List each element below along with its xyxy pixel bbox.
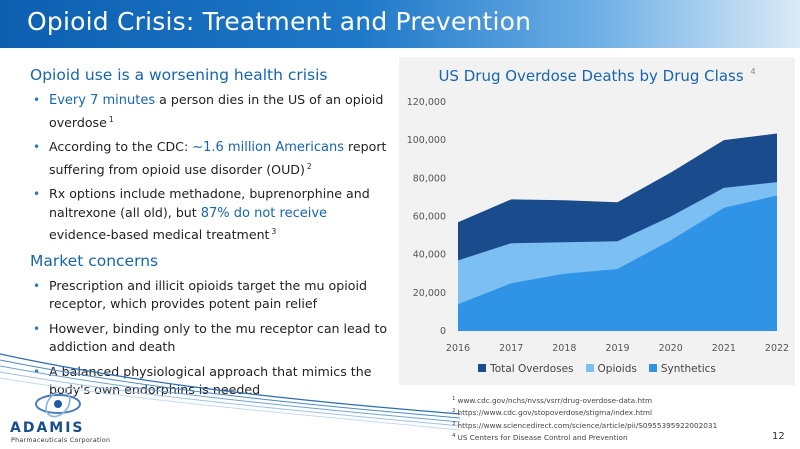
bullet-item: • Every 7 minutes a person dies in the US… — [30, 91, 392, 132]
x-tick-label: 2020 — [659, 343, 683, 354]
y-tick-label: 120,000 — [407, 97, 446, 108]
reference-item: 1 www.cdc.gov/nchs/nvss/vsrr/drug-overdos… — [452, 394, 717, 406]
legend-label: Synthetics — [660, 363, 716, 375]
bullet-text: According to the CDC: — [49, 139, 193, 154]
y-tick-label: 40,000 — [413, 250, 446, 261]
bullet-icon: • — [33, 93, 41, 107]
reference-number: 4 — [452, 432, 456, 439]
highlight-text: Every 7 minutes — [49, 93, 156, 108]
bullet-text: report suffering from opioid use disorde… — [49, 139, 387, 177]
reference-number: 3 — [452, 420, 456, 427]
reference-item: 4 US Centers for Disease Control and Prev… — [452, 431, 717, 443]
chart-panel: US Drug Overdose Deaths by Drug Class 4 … — [399, 57, 795, 385]
bullet-item: • According to the CDC: ~1.6 million Amer… — [30, 138, 392, 179]
y-tick-label: 60,000 — [413, 212, 446, 223]
bullet-icon: • — [33, 278, 41, 293]
x-tick-label: 2022 — [765, 343, 789, 354]
bullet-icon: • — [33, 187, 41, 201]
bullet-icon: • — [33, 140, 41, 154]
legend-item: Synthetics — [648, 363, 716, 375]
bullet-text: A balanced physiological approach that m… — [49, 363, 372, 398]
x-tick-label: 2019 — [605, 343, 629, 354]
chart-legend: Total Overdoses Opioids Synthetics — [399, 363, 795, 375]
bullet-list-market: • Prescription and illicit opioids target… — [30, 277, 392, 400]
chart-title-ref: 4 — [750, 67, 756, 76]
y-tick-label: 100,000 — [407, 135, 446, 146]
legend-label: Opioids — [597, 363, 637, 375]
x-tick-label: 2016 — [446, 343, 470, 354]
legend-item: Total Overdoses — [478, 363, 574, 375]
logo-wordmark: ADAMIS — [10, 420, 85, 436]
bullet-text: Rx options include methadone, buprenorph… — [49, 186, 370, 220]
legend-swatch — [585, 364, 594, 372]
footnote-ref: 2 — [306, 161, 312, 171]
chart-title-text: US Drug Overdose Deaths by Drug Class — [438, 67, 744, 85]
bullet-list-crisis: • Every 7 minutes a person dies in the US… — [30, 91, 392, 245]
bullet-icon: • — [33, 364, 41, 379]
bullet-item: • Rx options include methadone, buprenorp… — [30, 185, 392, 245]
reference-text: https://www.sciencedirect.com/science/ar… — [457, 420, 718, 430]
bullet-text: evidence-based medical treatment — [49, 227, 270, 242]
bullet-item: • A balanced physiological approach that … — [30, 363, 392, 400]
area-chart: 0 20,000 40,000 60,000 80,000 100,000 120,000 2… — [407, 97, 789, 354]
reference-text: www.cdc.gov/nchs/nvss/vsrr/drug-overdose… — [457, 396, 653, 405]
bullet-item: • Prescription and illicit opioids target… — [30, 277, 392, 314]
highlight-text: ~1.6 million Americans — [192, 140, 345, 155]
bullet-item: • However, binding only to the mu recepto… — [30, 320, 392, 357]
x-tick-label: 2017 — [499, 343, 523, 354]
adamis-logo-icon — [35, 392, 81, 418]
section-heading-market: Market concerns — [30, 251, 159, 270]
legend-label: Total Overdoses — [490, 363, 574, 375]
y-tick-label: 80,000 — [413, 173, 446, 184]
area-series-synthetics — [458, 195, 777, 331]
reference-text: https://www.cdc.gov/stopoverdose/stigma/… — [457, 408, 653, 418]
bullet-icon: • — [33, 321, 41, 336]
reference-item: 3 https://www.sciencedirect.com/science/a… — [452, 419, 717, 431]
y-tick-label: 20,000 — [413, 288, 446, 299]
section-heading-crisis: Opioid use is a worsening health crisis — [30, 66, 328, 84]
references: 1 www.cdc.gov/nchs/nvss/vsrr/drug-overdos… — [452, 394, 717, 443]
bullet-text: a person dies in the US of an opioid ove… — [49, 92, 384, 130]
page-number: 12 — [772, 431, 785, 442]
bullet-text: However, binding only to the mu receptor… — [49, 320, 388, 355]
left-column: Opioid use is a worsening health crisis … — [30, 66, 392, 406]
chart-title: US Drug Overdose Deaths by Drug Class 4 — [399, 67, 795, 85]
footnote-ref: 1 — [108, 114, 114, 124]
reference-number: 2 — [452, 408, 456, 415]
logo-subtitle: Pharmaceuticals Corporation — [11, 437, 111, 444]
highlight-text: 87% do not receive — [200, 205, 328, 221]
title-bar: Opioid Crisis: Treatment and Prevention — [0, 0, 800, 48]
legend-item: Opioids — [585, 363, 637, 375]
reference-text: US Centers for Disease Control and Preve… — [457, 432, 628, 442]
x-tick-label: 2021 — [712, 343, 736, 354]
slide-title: Opioid Crisis: Treatment and Prevention — [27, 7, 532, 36]
decorative-swoosh — [0, 353, 460, 431]
reference-item: 2 https://www.cdc.gov/stopoverdose/stigma… — [452, 406, 717, 418]
legend-swatch — [648, 364, 657, 372]
x-tick-label: 2018 — [552, 343, 576, 354]
bullet-text: Prescription and illicit opioids target … — [49, 277, 367, 312]
y-tick-label: 0 — [440, 326, 446, 337]
reference-number: 1 — [452, 396, 456, 402]
legend-swatch — [478, 364, 487, 372]
footnote-ref: 3 — [271, 227, 277, 236]
